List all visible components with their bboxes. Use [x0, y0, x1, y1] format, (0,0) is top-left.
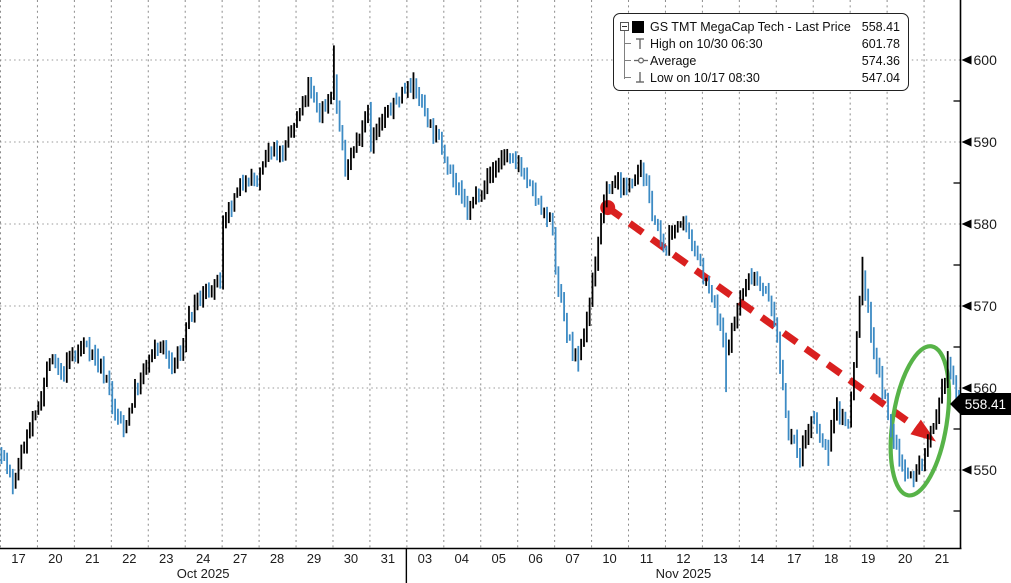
- legend-tree-stub: [624, 43, 631, 44]
- x-axis-day-label: 03: [417, 551, 433, 566]
- x-axis-day-label: 23: [159, 551, 174, 566]
- x-axis-day-label: 06: [528, 551, 543, 566]
- y-axis-tick-label: 600: [973, 52, 997, 68]
- x-axis-day-label: 20: [897, 551, 913, 566]
- x-axis-day-label: 18: [823, 551, 839, 566]
- x-axis-day-label: 11: [639, 551, 654, 566]
- legend-row-icons: [620, 71, 650, 84]
- y-tick-arrow: [961, 383, 972, 393]
- legend-series-label: GS TMT MegaCap Tech - Last Price: [650, 19, 851, 34]
- trend-arrow-head: [910, 419, 936, 442]
- x-axis-day-label: 12: [676, 551, 691, 566]
- y-tick-arrow: [961, 137, 972, 147]
- x-axis-day-label: 17: [11, 551, 26, 566]
- legend-low-label: Low on 10/17 08:30: [650, 70, 760, 85]
- legend-tree-rail: [624, 28, 625, 79]
- average-marker-icon: [634, 57, 648, 64]
- high-marker-icon: [636, 38, 644, 49]
- y-tick-arrow: [961, 301, 972, 311]
- legend-row-high: High on 10/30 06:30 601.78: [620, 35, 900, 52]
- legend-tree-stub: [624, 60, 631, 61]
- y-axis-tick-label: 550: [973, 462, 997, 478]
- y-tick-arrow: [961, 465, 972, 475]
- x-axis-day-label: 20: [48, 551, 63, 566]
- x-axis-day-label: 21: [934, 551, 950, 566]
- x-axis-day-label: 10: [602, 551, 617, 566]
- x-axis-day-label: 19: [860, 551, 876, 566]
- legend-row-icons: [620, 54, 650, 67]
- legend-high-value: 601.78: [861, 36, 900, 51]
- x-axis-month-label: Nov 2025: [655, 566, 712, 581]
- x-axis-day-label: 22: [122, 551, 137, 566]
- x-axis-day-label: 13: [713, 551, 728, 566]
- y-axis-tick-label: 570: [973, 298, 997, 314]
- legend-high-label: High on 10/30 06:30: [650, 36, 763, 51]
- x-axis-day-label: 04: [454, 551, 469, 566]
- legend-average-label: Average: [650, 53, 697, 68]
- x-axis-day-label: 05: [491, 551, 506, 566]
- trend-arrow-start-dot: [600, 200, 616, 216]
- legend-row-average: Average 574.36: [620, 52, 900, 69]
- legend-row-icons: [620, 20, 650, 33]
- y-axis-tick-label: 580: [973, 216, 997, 232]
- x-axis-day-label: 29: [306, 551, 322, 566]
- legend-tree-stub: [624, 77, 631, 78]
- y-axis-tick-label: 560: [973, 380, 997, 396]
- x-axis-day-label: 21: [85, 551, 100, 566]
- x-axis-day-label: 14: [750, 551, 765, 566]
- legend-row-last-price: GS TMT MegaCap Tech - Last Price 558.41: [620, 18, 900, 35]
- x-axis-day-label: 07: [565, 551, 580, 566]
- x-axis-month-label: Oct 2025: [176, 566, 230, 581]
- x-axis-day-label: 24: [195, 551, 211, 566]
- price-bars: [0, 45, 960, 495]
- last-price-tag: 558.41: [950, 393, 1011, 416]
- legend-row-low: Low on 10/17 08:30 547.04: [620, 69, 900, 86]
- x-axis-day-label: 28: [269, 551, 285, 566]
- x-axis-day-label: 17: [787, 551, 802, 566]
- y-tick-arrow: [961, 55, 972, 65]
- legend-box: GS TMT MegaCap Tech - Last Price 558.41 …: [613, 13, 909, 91]
- legend-low-value: 547.04: [861, 70, 900, 85]
- highlight-ellipse: [888, 344, 952, 498]
- y-tick-arrow: [961, 219, 972, 229]
- legend-collapse-toggle[interactable]: [620, 22, 629, 31]
- x-axis-day-label: 31: [380, 551, 396, 566]
- legend-row-icons: [620, 37, 650, 50]
- y-axis-tick-label: 590: [973, 134, 997, 150]
- low-marker-icon: [636, 72, 644, 83]
- legend-last-price-value: 558.41: [861, 19, 900, 34]
- x-axis-day-label: 27: [232, 551, 248, 566]
- legend-average-value: 574.36: [861, 53, 900, 68]
- x-axis-day-label: 30: [343, 551, 359, 566]
- series-black-square-icon: [632, 20, 644, 33]
- trend-arrow-line: [605, 204, 928, 437]
